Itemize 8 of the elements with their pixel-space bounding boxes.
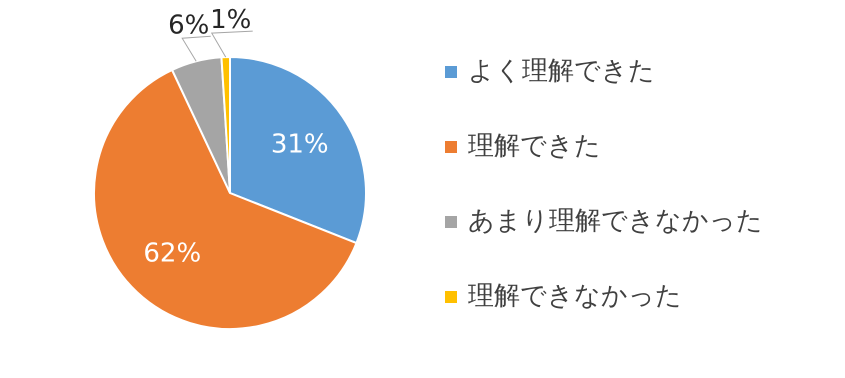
legend-label: あまり理解できなかった [468, 206, 763, 236]
data-label: 62% [143, 238, 202, 269]
legend-label: 理解できた [468, 131, 601, 162]
legend-label: よく理解できた [468, 56, 655, 86]
data-label: 31% [270, 130, 329, 160]
legend-label: 理解できなかった [468, 281, 682, 312]
data-label: 1% [210, 5, 252, 36]
data-label: 6% [168, 10, 210, 40]
